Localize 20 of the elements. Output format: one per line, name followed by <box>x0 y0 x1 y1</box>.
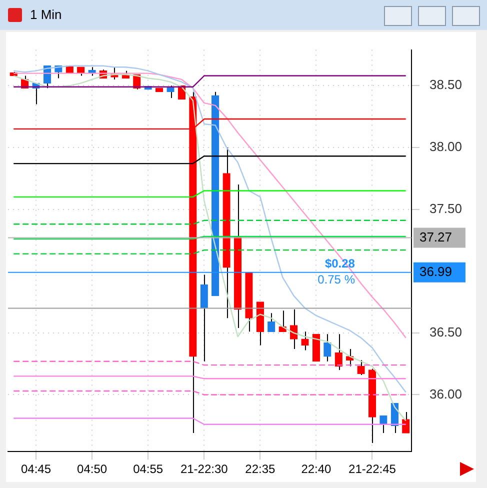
x-tick-label: 22:40 <box>301 462 332 476</box>
candlestick <box>324 334 332 362</box>
y-tick-label: 38.50 <box>429 77 462 92</box>
x-tick-label: 22:35 <box>245 462 276 476</box>
y-tick-label: 37.50 <box>429 200 462 216</box>
ref-line-label: 36.99 <box>419 264 452 279</box>
candlestick <box>200 274 208 362</box>
annotation: $0.28 <box>324 256 356 271</box>
x-tick-label: 21-22:45 <box>348 462 396 476</box>
candlestick <box>301 331 309 351</box>
y-tick-label: 38.00 <box>429 139 462 154</box>
x-tick-label: 21-22:30 <box>180 462 228 476</box>
annotation: 0.75 % <box>318 272 356 287</box>
y-tick-label: 36.50 <box>429 324 462 340</box>
x-tick-label: 04:50 <box>77 462 108 476</box>
chart-title: 1 Min <box>30 7 62 22</box>
y-tick-label: 36.00 <box>429 386 462 402</box>
x-tick-label: 04:55 <box>133 462 164 476</box>
x-tick-label: 04:45 <box>21 462 52 476</box>
ref-line-label: 37.27 <box>419 229 452 244</box>
